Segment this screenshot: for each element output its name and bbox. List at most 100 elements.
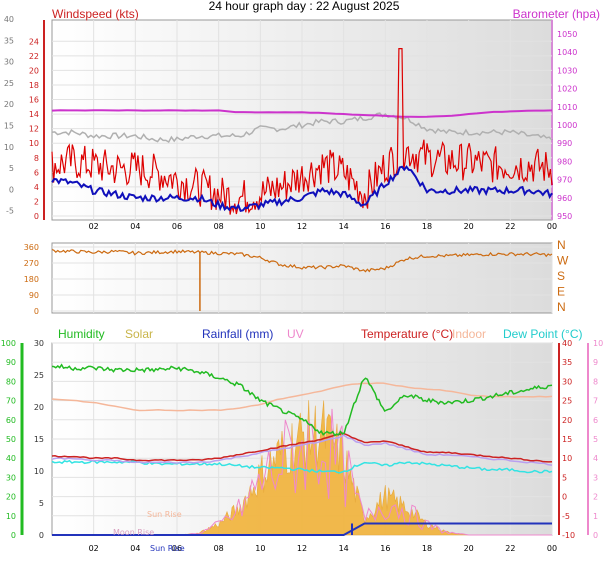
x-tick-label: 12 <box>297 222 307 231</box>
temperature-tick-label: -10 <box>562 531 575 540</box>
x-tick-label: 20 <box>464 222 474 231</box>
temperature-tick-label: 5 <box>562 473 567 482</box>
x-tick-label: 02 <box>89 544 99 553</box>
series-humidity <box>51 363 553 437</box>
series-barometer <box>51 109 553 118</box>
compass-label: S <box>557 269 565 283</box>
legend-dew-point: Dew Point (°C) <box>503 327 582 341</box>
temperature-tick-label: 10 <box>562 454 572 463</box>
series-windspeed <box>51 48 553 215</box>
x-tick-label: 22 <box>505 544 515 553</box>
series-indoor <box>51 382 553 412</box>
legend-humidity: Humidity <box>58 327 105 341</box>
baro-tick-label: 1050 <box>557 30 577 39</box>
baro-tick-label: 990 <box>557 139 572 148</box>
compass-label: N <box>557 300 566 314</box>
legend-uv: UV <box>287 327 304 341</box>
uv-tick-label: 1 <box>593 512 598 521</box>
series-temperature <box>51 432 553 463</box>
panel-direction-grid <box>52 243 553 313</box>
x-tick-label: 08 <box>214 544 224 553</box>
temperature-tick-label: -5 <box>562 512 570 521</box>
baro-tick-label: 950 <box>557 212 572 221</box>
x-tick-label: 16 <box>380 544 390 553</box>
x-tick-label: 16 <box>380 222 390 231</box>
solar-tick-label: 5 <box>39 499 44 508</box>
compass-label: W <box>557 254 569 268</box>
compass-label: E <box>557 285 565 299</box>
x-tick-label: 10 <box>255 544 265 553</box>
outer-tick-label: 15 <box>4 122 14 131</box>
x-tick-label: 04 <box>130 544 140 553</box>
temperature-tick-label: 20 <box>562 416 572 425</box>
x-tick-label: 04 <box>130 222 140 231</box>
panel-climate-series <box>51 363 553 536</box>
humidity-tick-label: 10 <box>6 512 16 521</box>
x-tick-label: 06 <box>172 222 182 231</box>
outer-tick-label: 20 <box>4 100 14 109</box>
wind-tick-label: 24 <box>29 37 39 46</box>
x-tick-label: 00 <box>547 222 557 231</box>
uv-tick-label: 2 <box>593 493 598 502</box>
wind-tick-label: 20 <box>29 66 39 75</box>
outer-tick-label: -5 <box>6 207 14 216</box>
series-rainfall <box>52 522 552 536</box>
baro-tick-label: 1030 <box>557 66 577 75</box>
x-tick-label: 22 <box>505 222 515 231</box>
solar-tick-label: 10 <box>34 467 44 476</box>
humidity-tick-label: 70 <box>6 397 16 406</box>
temperature-tick-label: 15 <box>562 435 572 444</box>
temperature-tick-label: 0 <box>562 493 567 502</box>
wind-tick-label: 14 <box>29 110 39 119</box>
series-temperature-trace <box>51 112 553 144</box>
x-tick-label: 12 <box>297 544 307 553</box>
wind-tick-label: 10 <box>29 139 39 148</box>
panel-wind-grid <box>52 20 553 220</box>
panel-wind-ticks: 02 04 06 08 10 12 14 16 18 20 22 002422201816141210… <box>4 15 578 231</box>
baro-tick-label: 1020 <box>557 85 577 94</box>
sun-rise-annotation: Sun Rise <box>147 510 182 519</box>
direction-tick-label: 0 <box>34 307 39 316</box>
temperature-tick-label: 25 <box>562 397 572 406</box>
x-tick-label: 06 <box>172 544 182 553</box>
sun-rise-axis-label: Sun Rise <box>150 544 185 553</box>
humidity-tick-label: 20 <box>6 493 16 502</box>
wind-tick-label: 6 <box>34 168 39 177</box>
windspeed-label: Windspeed (kts) <box>52 7 139 21</box>
humidity-tick-label: 30 <box>6 473 16 482</box>
baro-tick-label: 1010 <box>557 103 577 112</box>
barometer-label: Barometer (hpa) <box>513 7 600 21</box>
uv-tick-label: 8 <box>593 377 598 386</box>
x-tick-label: 20 <box>464 544 474 553</box>
baro-tick-label: 970 <box>557 176 572 185</box>
solar-tick-label: 30 <box>34 339 44 348</box>
baro-tick-label: 1000 <box>557 121 577 130</box>
x-tick-label: 14 <box>339 222 349 231</box>
baro-tick-label: 980 <box>557 157 572 166</box>
x-tick-label: 08 <box>214 222 224 231</box>
uv-tick-label: 9 <box>593 358 598 367</box>
series-average <box>51 165 553 213</box>
x-tick-label: 02 <box>89 222 99 231</box>
series-feels-like <box>51 434 553 466</box>
moon-rise-annotation: Moon Rise <box>113 528 154 537</box>
outer-tick-label: 25 <box>4 79 14 88</box>
legend-rainfall: Rainfall (mm) <box>202 327 273 341</box>
humidity-tick-label: 50 <box>6 435 16 444</box>
uv-tick-label: 3 <box>593 473 598 482</box>
temperature-tick-label: 30 <box>562 377 572 386</box>
panel-direction-series <box>51 248 553 311</box>
wind-tick-label: 22 <box>29 52 39 61</box>
x-tick-label: 00 <box>547 544 557 553</box>
panel-wind-series <box>51 48 553 215</box>
uv-tick-label: 4 <box>593 454 598 463</box>
panel-climate-ticks: 02 04 06 08 10 12 14 16 18 20 22 001009080706050403… <box>1 339 603 553</box>
baro-tick-label: 1040 <box>557 48 577 57</box>
legend-indoor: Indoor <box>452 327 486 341</box>
legend-solar: Solar <box>125 327 153 341</box>
wind-tick-label: 2 <box>34 197 39 206</box>
uv-tick-label: 10 <box>593 339 603 348</box>
wind-tick-label: 16 <box>29 96 39 105</box>
